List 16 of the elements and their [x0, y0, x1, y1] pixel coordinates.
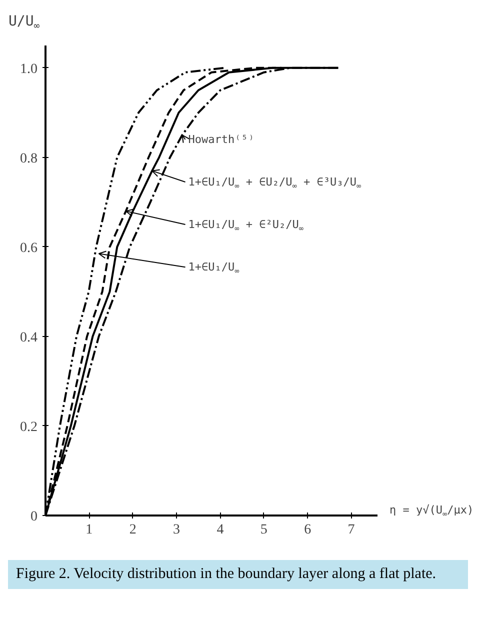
- x-tick-label: 2: [129, 522, 136, 538]
- x-tick-label: 5: [260, 522, 268, 538]
- x-tick-label: 3: [173, 522, 180, 538]
- x-tick-label: 4: [216, 522, 224, 538]
- caption: Figure 2. Velocity distribution in the boundary layer along a flat plate.: [16, 565, 436, 584]
- y-tick-label: 0: [30, 510, 38, 524]
- y-tick-label: 0.6: [20, 240, 38, 256]
- x-tick-label: 6: [304, 522, 312, 538]
- y-axis-title: U/U∞: [8, 14, 40, 32]
- y-tick-label: 0.8: [20, 151, 38, 166]
- x-tick-label: 1: [86, 522, 93, 538]
- annotation: Howarth⁽⁵⁾: [188, 133, 255, 146]
- y-tick-label: 1.0: [20, 62, 38, 77]
- y-tick-label: 0.4: [20, 330, 38, 346]
- x-tick-label: 7: [348, 522, 355, 538]
- y-tick-label: 0.2: [20, 420, 38, 435]
